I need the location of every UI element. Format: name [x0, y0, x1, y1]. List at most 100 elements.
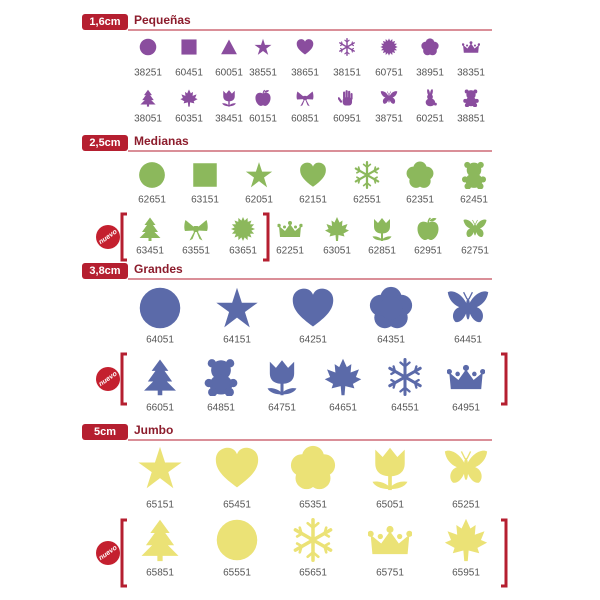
product-code: 62251	[276, 246, 304, 257]
shape-icon	[255, 89, 271, 106]
shape-icon	[292, 288, 334, 327]
shape-icon	[380, 38, 398, 56]
shape-icon	[245, 162, 273, 188]
product-code: 38651	[291, 68, 319, 79]
product-code: 60951	[333, 114, 361, 125]
product-code: 63151	[191, 195, 219, 206]
shape-icon	[406, 161, 434, 188]
product-code: 63451	[136, 246, 164, 257]
size-tag: 3,8cm	[89, 265, 120, 277]
size-tag: 1,6cm	[89, 16, 120, 28]
product-code: 65051	[376, 500, 404, 511]
shape-icon	[144, 359, 176, 396]
shape-icon	[444, 449, 488, 484]
product-code: 60751	[375, 68, 403, 79]
product-code: 64451	[454, 335, 482, 346]
product-code: 65951	[452, 568, 480, 579]
section-title: Medianas	[134, 134, 189, 148]
product-code: 64351	[377, 335, 405, 346]
shape-icon	[290, 445, 336, 490]
product-code: 38151	[333, 68, 361, 79]
shape-icon	[138, 446, 182, 489]
bracket	[263, 212, 270, 262]
product-code: 60451	[175, 68, 203, 79]
shape-icon	[463, 89, 479, 107]
shape-icon	[447, 290, 489, 323]
section-title: Jumbo	[134, 423, 173, 437]
shape-icon	[222, 90, 236, 107]
bracket	[501, 352, 508, 406]
shape-icon	[296, 39, 314, 55]
shape-icon	[354, 161, 380, 189]
shape-icon	[324, 358, 362, 396]
size-tag: 2,5cm	[89, 137, 120, 149]
shape-icon	[380, 90, 398, 105]
shape-icon	[231, 217, 255, 241]
shape-icon	[193, 163, 217, 187]
shape-icon	[444, 518, 488, 562]
product-code: 38051	[134, 114, 162, 125]
shape-icon	[388, 358, 422, 396]
product-code: 63051	[323, 246, 351, 257]
product-code: 66051	[146, 403, 174, 414]
shape-icon	[462, 41, 480, 53]
product-code: 65351	[299, 500, 327, 511]
product-code: 65151	[146, 500, 174, 511]
product-code: 64551	[391, 403, 419, 414]
badge-bg	[96, 541, 120, 565]
shape-icon	[221, 39, 237, 55]
shape-icon	[300, 162, 326, 187]
shape-icon	[216, 519, 258, 561]
shape-icon	[372, 218, 392, 241]
shape-icon	[339, 38, 355, 56]
bracket	[120, 212, 127, 262]
shape-icon	[463, 219, 487, 238]
product-code: 62851	[368, 246, 396, 257]
product-code: 60251	[416, 114, 444, 125]
product-code: 60051	[215, 68, 243, 79]
shape-icon	[425, 89, 437, 107]
product-code: 38851	[457, 114, 485, 125]
shape-icon	[181, 39, 197, 55]
product-code: 64251	[299, 335, 327, 346]
shape-icon	[293, 518, 333, 562]
shape-icon	[417, 217, 439, 241]
section-title: Grandes	[134, 262, 183, 276]
product-code: 62351	[406, 195, 434, 206]
product-code: 38751	[375, 114, 403, 125]
shape-icon	[216, 287, 258, 328]
product-code: 62951	[414, 246, 442, 257]
product-code: 38551	[249, 68, 277, 79]
product-code: 65851	[146, 568, 174, 579]
product-code: 64751	[268, 403, 296, 414]
bracket	[120, 352, 127, 406]
product-code: 65651	[299, 568, 327, 579]
product-code: 62451	[460, 195, 488, 206]
shape-icon	[372, 447, 408, 491]
shape-icon	[296, 91, 314, 107]
size-tag-bg	[82, 263, 128, 279]
product-code: 64051	[146, 335, 174, 346]
product-code: 64851	[207, 403, 235, 414]
product-code: 62751	[461, 246, 489, 257]
product-code: 60351	[175, 114, 203, 125]
shape-icon	[204, 359, 238, 396]
product-code: 60151	[249, 114, 277, 125]
shape-icon	[421, 38, 439, 56]
product-code: 62551	[353, 195, 381, 206]
shape-icon	[139, 38, 157, 56]
product-code: 38951	[416, 68, 444, 79]
shape-icon	[184, 220, 208, 241]
product-code: 38351	[457, 68, 485, 79]
shape-icon	[277, 221, 303, 237]
shape-icon	[139, 217, 161, 241]
product-code: 65751	[376, 568, 404, 579]
shape-icon	[267, 360, 297, 396]
shape-icon	[369, 286, 413, 329]
bracket	[120, 518, 127, 588]
product-code: 62151	[299, 195, 327, 206]
size-tag-bg	[82, 14, 128, 30]
product-code: 63551	[182, 246, 210, 257]
shape-icon	[325, 217, 349, 241]
product-code: 65451	[223, 500, 251, 511]
